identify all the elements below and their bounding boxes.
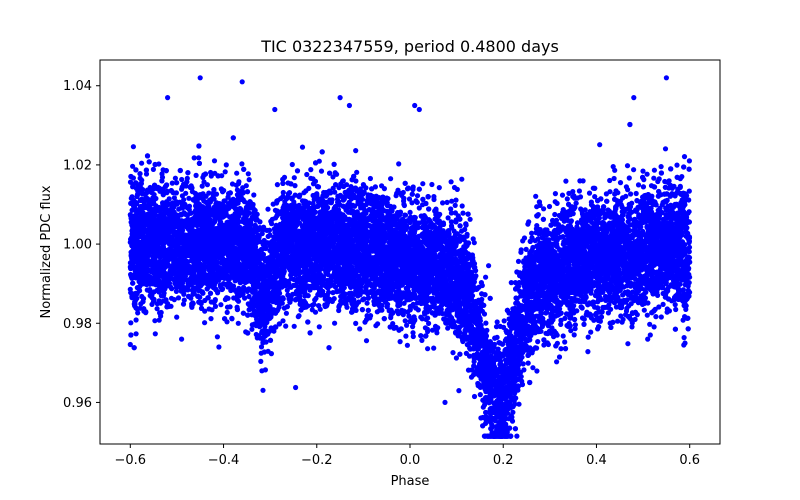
data-point bbox=[459, 203, 465, 209]
data-point bbox=[291, 175, 297, 181]
data-point bbox=[563, 178, 569, 184]
data-point bbox=[681, 154, 688, 160]
data-point bbox=[265, 206, 271, 212]
data-point bbox=[130, 163, 136, 169]
data-point bbox=[640, 168, 646, 174]
data-point bbox=[624, 163, 631, 169]
data-points bbox=[127, 75, 693, 439]
data-point bbox=[686, 188, 692, 194]
data-point bbox=[420, 181, 426, 187]
data-point bbox=[274, 182, 280, 188]
chart-title: TIC 0322347559, period 0.4800 days bbox=[260, 37, 559, 56]
data-point bbox=[660, 301, 666, 307]
data-point bbox=[612, 167, 618, 173]
data-point bbox=[402, 318, 408, 324]
data-point bbox=[156, 298, 162, 304]
data-point bbox=[332, 320, 338, 326]
data-point bbox=[558, 346, 564, 352]
data-point bbox=[619, 319, 625, 325]
data-point bbox=[249, 326, 255, 332]
data-point bbox=[353, 148, 359, 154]
data-point bbox=[293, 384, 299, 391]
data-point bbox=[533, 193, 539, 199]
data-point bbox=[171, 195, 177, 201]
data-point bbox=[410, 333, 416, 340]
data-point bbox=[245, 171, 251, 177]
data-point bbox=[150, 166, 156, 172]
data-point bbox=[193, 172, 199, 178]
data-point bbox=[530, 365, 536, 371]
data-point bbox=[564, 196, 570, 202]
data-point bbox=[353, 320, 359, 326]
data-point bbox=[658, 314, 664, 320]
data-point bbox=[560, 333, 566, 339]
data-point bbox=[258, 358, 264, 364]
data-point bbox=[429, 181, 435, 188]
data-point bbox=[501, 318, 507, 324]
data-point bbox=[585, 334, 591, 340]
data-point bbox=[545, 341, 552, 348]
data-point bbox=[617, 180, 624, 186]
data-point bbox=[179, 176, 185, 183]
data-point bbox=[559, 192, 566, 198]
data-point bbox=[635, 182, 642, 188]
data-point bbox=[364, 300, 370, 306]
data-point bbox=[208, 316, 214, 322]
data-point bbox=[525, 360, 531, 366]
data-point bbox=[440, 200, 446, 206]
data-point bbox=[235, 320, 241, 326]
